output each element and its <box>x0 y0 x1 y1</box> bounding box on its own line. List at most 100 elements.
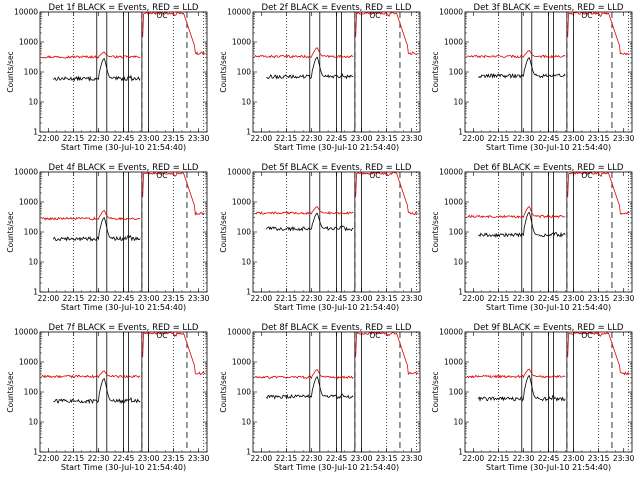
y-tick-label: 10 <box>28 258 38 267</box>
x-tick-label: 23:30 <box>401 454 423 463</box>
x-tick-label: 22:15 <box>276 134 298 143</box>
y-tick-label: 10 <box>241 258 251 267</box>
series-lld-line <box>254 11 418 59</box>
y-axis-label: Counts/sec <box>431 371 440 412</box>
x-tick-label: 22:15 <box>63 294 85 303</box>
y-tick-label: 10 <box>453 418 463 427</box>
y-tick-label: 1000 <box>232 198 251 207</box>
y-tick-label: 10 <box>241 98 251 107</box>
panel-title: Det 9f BLACK = Events, RED = LLD <box>474 323 624 333</box>
y-tick-label: 100 <box>449 388 464 397</box>
panel-7: Det 7f BLACK = Events, RED = LLD 1 10 100 10… <box>6 323 210 472</box>
x-tick-label: 22:45 <box>538 134 560 143</box>
x-tick-label: 22:30 <box>513 454 535 463</box>
y-tick-label: 10 <box>453 258 463 267</box>
series-events-line <box>478 57 566 79</box>
x-tick-label: 22:45 <box>538 454 560 463</box>
x-tick-label: 22:00 <box>38 294 60 303</box>
y-tick-label: 1 <box>33 128 38 137</box>
y-tick-label: 100 <box>237 68 252 77</box>
y-axis-label: Counts/sec <box>219 371 228 412</box>
x-tick-label: 22:30 <box>513 294 535 303</box>
panel-title: Det 8f BLACK = Events, RED = LLD <box>262 323 412 333</box>
y-tick-label: 10000 <box>439 168 463 177</box>
series-lld-line <box>41 331 205 379</box>
x-tick-label: 22:30 <box>301 454 323 463</box>
y-tick-label: 1000 <box>232 358 251 367</box>
x-tick-label: 22:00 <box>463 454 485 463</box>
panel-title: Det 4f BLACK = Events, RED = LLD <box>49 163 199 173</box>
series-events-line <box>266 212 354 232</box>
panel-9: Det 9f BLACK = Events, RED = LLD 1 10 100 10… <box>431 323 635 472</box>
x-tick-label: 22:15 <box>63 134 85 143</box>
x-tick-label: 22:15 <box>276 454 298 463</box>
x-tick-label: 22:15 <box>63 454 85 463</box>
y-axis-label: Counts/sec <box>6 51 15 92</box>
y-tick-label: 100 <box>24 388 39 397</box>
y-tick-label: 1000 <box>19 38 38 47</box>
series-lld-line <box>254 171 418 216</box>
y-axis-label: Counts/sec <box>219 51 228 92</box>
annotation-oc: OC <box>369 331 380 340</box>
y-tick-label: 10000 <box>14 8 38 17</box>
y-tick-label: 10000 <box>227 8 251 17</box>
y-tick-label: 1000 <box>444 198 463 207</box>
y-tick-label: 100 <box>449 228 464 237</box>
y-tick-label: 10 <box>28 418 38 427</box>
series-lld-line <box>254 331 418 380</box>
x-tick-label: 22:30 <box>513 134 535 143</box>
x-tick-label: 22:00 <box>463 294 485 303</box>
annotation-oc: OC <box>581 331 592 340</box>
x-tick-label: 22:15 <box>276 294 298 303</box>
y-tick-label: 1000 <box>444 38 463 47</box>
panel-8: Det 8f BLACK = Events, RED = LLD 1 10 100 10… <box>219 323 423 472</box>
series-events-line <box>266 376 354 400</box>
series-events-line <box>53 377 141 405</box>
annotation-oc: OC <box>156 331 167 340</box>
series-lld-line <box>466 11 630 59</box>
x-axis-label: Start Time (30-Jul-10 21:54:40) <box>486 143 611 152</box>
x-tick-label: 23:15 <box>163 134 185 143</box>
x-tick-label: 22:45 <box>538 294 560 303</box>
y-tick-label: 1000 <box>232 38 251 47</box>
y-tick-label: 1 <box>458 448 463 457</box>
y-tick-label: 1 <box>246 128 251 137</box>
y-axis-label: Counts/sec <box>431 51 440 92</box>
y-tick-label: 1000 <box>19 358 38 367</box>
y-axis-label: Counts/sec <box>6 371 15 412</box>
y-tick-label: 1000 <box>444 358 463 367</box>
y-tick-label: 10 <box>453 98 463 107</box>
x-tick-label: 23:30 <box>613 134 635 143</box>
panel-1: Det 1f BLACK = Events, RED = LLD 1 10 100 10… <box>6 3 210 152</box>
x-tick-label: 22:45 <box>113 134 135 143</box>
y-tick-label: 100 <box>237 228 252 237</box>
x-tick-label: 23:15 <box>588 454 610 463</box>
x-tick-label: 23:15 <box>376 294 398 303</box>
y-axis-label: Counts/sec <box>431 211 440 252</box>
x-tick-label: 23:00 <box>138 454 160 463</box>
y-tick-label: 10000 <box>439 328 463 337</box>
panel-title: Det 5f BLACK = Events, RED = LLD <box>262 163 412 173</box>
annotation-oc: OC <box>156 171 167 180</box>
x-tick-label: 23:00 <box>563 454 585 463</box>
x-tick-label: 22:30 <box>88 454 110 463</box>
series-lld-line <box>41 171 205 221</box>
y-tick-label: 1 <box>246 288 251 297</box>
x-axis-label: Start Time (30-Jul-10 21:54:40) <box>274 143 399 152</box>
x-axis-label: Start Time (30-Jul-10 21:54:40) <box>61 303 186 312</box>
y-tick-label: 1 <box>458 288 463 297</box>
x-tick-label: 23:00 <box>563 134 585 143</box>
series-events-line <box>266 56 354 80</box>
x-tick-label: 22:15 <box>488 454 510 463</box>
panel-title: Det 6f BLACK = Events, RED = LLD <box>474 163 624 173</box>
x-tick-label: 23:30 <box>613 454 635 463</box>
annotation-oc: OC <box>369 171 380 180</box>
series-lld-line <box>466 331 630 379</box>
y-tick-label: 100 <box>24 228 39 237</box>
x-tick-label: 22:30 <box>301 294 323 303</box>
x-axis-label: Start Time (30-Jul-10 21:54:40) <box>486 303 611 312</box>
panel-3: Det 3f BLACK = Events, RED = LLD 1 10 100 10… <box>431 3 635 152</box>
x-tick-label: 23:00 <box>351 454 373 463</box>
y-tick-label: 1000 <box>19 198 38 207</box>
x-axis-label: Start Time (30-Jul-10 21:54:40) <box>274 463 399 472</box>
